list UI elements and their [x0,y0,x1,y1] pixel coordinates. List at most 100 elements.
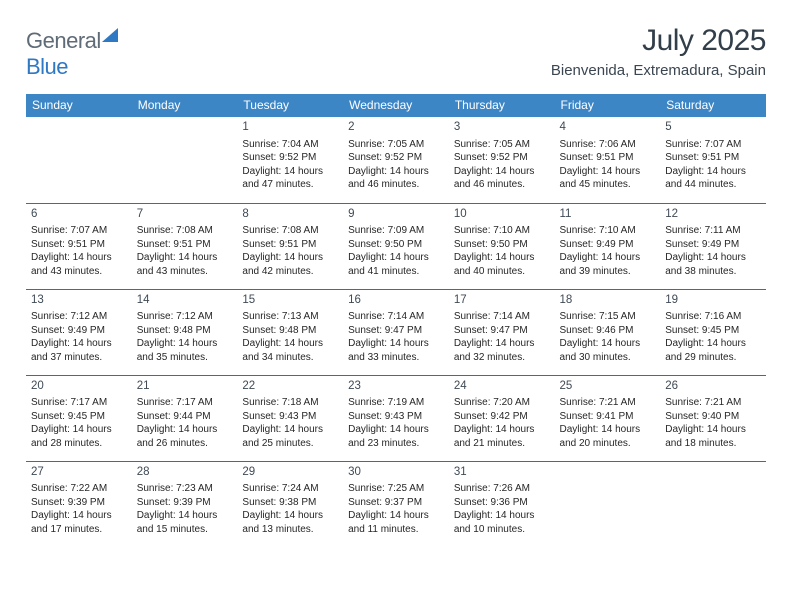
daylight-line: Daylight: 14 hours and 30 minutes. [560,337,656,364]
logo-word2: Blue [26,54,68,79]
sunset-line: Sunset: 9:40 PM [665,410,761,424]
daylight-line: Daylight: 14 hours and 11 minutes. [348,509,444,536]
sunrise-line: Sunrise: 7:12 AM [31,310,127,324]
sunset-line: Sunset: 9:52 PM [348,151,444,165]
day-number: 23 [348,379,444,395]
sunset-line: Sunset: 9:41 PM [560,410,656,424]
sunrise-line: Sunrise: 7:06 AM [560,138,656,152]
calendar-cell: 18Sunrise: 7:15 AMSunset: 9:46 PMDayligh… [555,289,661,375]
day-number: 14 [137,293,233,309]
sunrise-line: Sunrise: 7:05 AM [348,138,444,152]
weekday-header: Monday [132,94,238,117]
day-number: 19 [665,293,761,309]
calendar-row: 20Sunrise: 7:17 AMSunset: 9:45 PMDayligh… [26,375,766,461]
calendar-cell: 16Sunrise: 7:14 AMSunset: 9:47 PMDayligh… [343,289,449,375]
day-number: 10 [454,207,550,223]
daylight-line: Daylight: 14 hours and 37 minutes. [31,337,127,364]
calendar-cell: 13Sunrise: 7:12 AMSunset: 9:49 PMDayligh… [26,289,132,375]
calendar-cell: 14Sunrise: 7:12 AMSunset: 9:48 PMDayligh… [132,289,238,375]
sunrise-line: Sunrise: 7:10 AM [560,224,656,238]
sunrise-line: Sunrise: 7:21 AM [665,396,761,410]
calendar-row: 6Sunrise: 7:07 AM Sunset: 9:51 PM Daylight… [26,203,766,289]
sunset-line: Sunset: 9:49 PM [560,238,656,252]
day-number: 9 [348,207,444,223]
day-number: 5 [665,120,761,136]
header: General Blue July 2025 Bienvenida, Extre… [26,24,766,80]
calendar-row: 27Sunrise: 7:22 AMSunset: 9:39 PMDayligh… [26,461,766,547]
weekday-header: Thursday [449,94,555,117]
calendar-cell: 10Sunrise: 7:10 AMSunset: 9:50 PMDayligh… [449,203,555,289]
weekday-header: Saturday [660,94,766,117]
weekday-header: Tuesday [237,94,343,117]
sunrise-line: Sunrise: 7:17 AM [137,396,233,410]
sunrise-line: Sunrise: 7:11 AM [665,224,761,238]
day-number: 30 [348,465,444,481]
day-number: 6 [31,207,127,223]
sunset-line: Sunset: 9:42 PM [454,410,550,424]
month-title: July 2025 [551,24,766,58]
sunrise-line: Sunrise: 7:07 AM [665,138,761,152]
sunset-line: Sunset: 9:45 PM [665,324,761,338]
sunrise-line: Sunrise: 7:10 AM [454,224,550,238]
daylight-line: Daylight: 14 hours and 45 minutes. [560,165,656,192]
day-number: 8 [242,207,338,223]
sunrise-line: Sunrise: 7:07 AM [31,224,127,238]
day-number: 13 [31,293,127,309]
day-number: 18 [560,293,656,309]
sunset-line: Sunset: 9:48 PM [137,324,233,338]
sunrise-line: Sunrise: 7:13 AM [242,310,338,324]
daylight-line: Daylight: 14 hours and 20 minutes. [560,423,656,450]
sunset-line: Sunset: 9:47 PM [348,324,444,338]
calendar-cell [555,461,661,547]
sunset-line: Sunset: 9:44 PM [137,410,233,424]
calendar-cell: 3Sunrise: 7:05 AMSunset: 9:52 PMDaylight… [449,117,555,203]
weekday-header: Sunday [26,94,132,117]
daylight-line: Daylight: 14 hours and 21 minutes. [454,423,550,450]
day-number: 27 [31,465,127,481]
calendar-cell: 11Sunrise: 7:10 AMSunset: 9:49 PMDayligh… [555,203,661,289]
location: Bienvenida, Extremadura, Spain [551,62,766,79]
calendar-cell: 22Sunrise: 7:18 AMSunset: 9:43 PMDayligh… [237,375,343,461]
sunrise-line: Sunrise: 7:17 AM [31,396,127,410]
sunset-line: Sunset: 9:49 PM [31,324,127,338]
day-number: 25 [560,379,656,395]
calendar-cell: 24Sunrise: 7:20 AMSunset: 9:42 PMDayligh… [449,375,555,461]
daylight-line: Daylight: 14 hours and 34 minutes. [242,337,338,364]
day-number: 17 [454,293,550,309]
sunrise-line: Sunrise: 7:04 AM [242,138,338,152]
daylight-line: Daylight: 14 hours and 33 minutes. [348,337,444,364]
sunrise-line: Sunrise: 7:08 AM [137,224,233,238]
day-number: 26 [665,379,761,395]
sunset-line: Sunset: 9:50 PM [348,238,444,252]
sunset-line: Sunset: 9:50 PM [454,238,550,252]
weekday-header: Friday [555,94,661,117]
calendar-row: 13Sunrise: 7:12 AMSunset: 9:49 PMDayligh… [26,289,766,375]
daylight-line: Daylight: 14 hours and 44 minutes. [665,165,761,192]
sunrise-line: Sunrise: 7:25 AM [348,482,444,496]
sunset-line: Sunset: 9:43 PM [242,410,338,424]
daylight-line: Daylight: 14 hours and 23 minutes. [348,423,444,450]
day-number: 3 [454,120,550,136]
sunset-line: Sunset: 9:49 PM [665,238,761,252]
day-number: 15 [242,293,338,309]
daylight-line: Daylight: 14 hours and 39 minutes. [560,251,656,278]
sunset-line: Sunset: 9:48 PM [242,324,338,338]
sunrise-line: Sunrise: 7:24 AM [242,482,338,496]
sunset-line: Sunset: 9:51 PM [137,238,233,252]
sunrise-line: Sunrise: 7:20 AM [454,396,550,410]
daylight-line: Daylight: 14 hours and 28 minutes. [31,423,127,450]
day-number: 21 [137,379,233,395]
daylight-line: Daylight: 14 hours and 10 minutes. [454,509,550,536]
day-number: 4 [560,120,656,136]
logo-word1: General [26,28,101,53]
day-number: 12 [665,207,761,223]
sunrise-line: Sunrise: 7:12 AM [137,310,233,324]
calendar-cell: 1Sunrise: 7:04 AMSunset: 9:52 PMDaylight… [237,117,343,203]
daylight-line: Daylight: 14 hours and 46 minutes. [454,165,550,192]
day-number: 29 [242,465,338,481]
calendar-cell: 31Sunrise: 7:26 AMSunset: 9:36 PMDayligh… [449,461,555,547]
daylight-line: Daylight: 14 hours and 18 minutes. [665,423,761,450]
sunset-line: Sunset: 9:39 PM [31,496,127,510]
daylight-line: Daylight: 14 hours and 35 minutes. [137,337,233,364]
daylight-line: Daylight: 14 hours and 47 minutes. [242,165,338,192]
